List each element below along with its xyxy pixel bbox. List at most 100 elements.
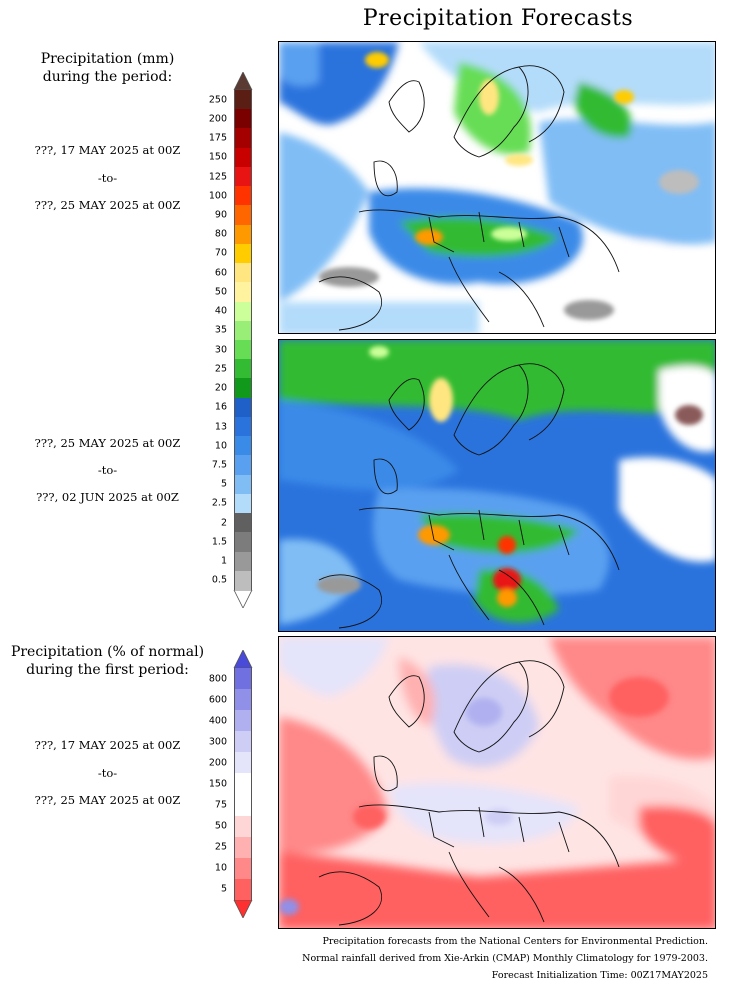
amount-scale-label: 80 <box>214 228 227 240</box>
amount-scale-label: 7.5 <box>211 459 227 471</box>
amount-scale-label: 0.5 <box>211 574 227 586</box>
amount-scale-label: 90 <box>214 209 227 221</box>
footer-line3: Forecast Initialization Time: 00Z17MAY20… <box>491 970 708 981</box>
amount-scale-bottom-arrow <box>233 590 253 608</box>
percent-scale-swatch <box>234 752 252 774</box>
amount-scale-top-arrow <box>233 72 253 90</box>
amount-scale-swatch <box>234 436 252 456</box>
amount-scale-swatch <box>234 378 252 399</box>
page-title: Precipitation Forecasts <box>362 6 634 31</box>
amount-scale-label: 50 <box>214 286 227 298</box>
amount-scale-swatch <box>234 340 252 360</box>
percent-color-scale: 800 600 400 300 200 150 75 50 25 10 5 <box>209 650 255 918</box>
amount-scale-swatch <box>234 243 252 264</box>
amount-scale-label: 1.5 <box>211 536 227 548</box>
percent-scale-label: 800 <box>208 673 227 685</box>
amount-scale-swatch <box>234 416 252 437</box>
percent-scale-swatch <box>234 773 252 796</box>
amount-scale-label: 25 <box>214 363 227 375</box>
amount-scale-swatch <box>234 551 252 572</box>
amount-scale-label: 200 <box>208 113 227 125</box>
amount-legend-heading: Precipitation (mm) during the period: <box>0 50 215 86</box>
amount-scale-label: 60 <box>214 267 227 279</box>
amount-scale-swatch <box>234 455 252 476</box>
amount-scale-label: 40 <box>214 305 227 317</box>
percent-scale-swatch <box>234 731 252 753</box>
period3-label: ???, 17 MAY 2025 at 00Z -to- ???, 25 MAY… <box>0 738 215 808</box>
percent-scale-swatch <box>234 794 252 817</box>
amount-scale-swatch <box>234 263 252 283</box>
map-precip-period2-image <box>279 340 715 631</box>
percent-scale-label: 300 <box>208 736 227 748</box>
amount-legend-heading-line2: during the period: <box>42 69 173 85</box>
amount-scale-label: 125 <box>208 171 227 183</box>
amount-scale-label: 13 <box>214 421 227 433</box>
map-precip-percent-normal <box>278 636 716 929</box>
percent-scale-swatch <box>234 836 252 859</box>
percent-scale-label: 25 <box>214 841 227 853</box>
map-precip-period2 <box>278 339 716 632</box>
amount-scale-label: 16 <box>214 401 227 413</box>
percent-scale-swatch <box>234 668 252 690</box>
percent-scale-swatch <box>234 815 252 838</box>
amount-scale-label: 2 <box>220 517 227 529</box>
footer-line1: Precipitation forecasts from the Nationa… <box>322 936 709 947</box>
percent-scale-top-arrow <box>233 650 253 668</box>
footer-credits: Precipitation forecasts from the Nationa… <box>302 933 708 984</box>
percent-legend-heading-line1: Precipitation (% of normal) <box>10 644 205 660</box>
amount-scale-swatch <box>234 147 252 168</box>
amount-scale-swatch <box>234 359 252 379</box>
percent-scale-swatch <box>234 878 252 901</box>
amount-scale-swatch <box>234 513 252 533</box>
amount-scale-swatch <box>234 474 252 495</box>
amount-scale-swatch <box>234 186 252 206</box>
percent-scale-label: 400 <box>208 715 227 727</box>
amount-scale-label: 10 <box>214 440 227 452</box>
percent-scale-label: 5 <box>220 883 227 895</box>
amount-scale-swatch <box>234 301 252 322</box>
percent-scale-label: 75 <box>214 799 227 811</box>
period3-end: ???, 25 MAY 2025 at 00Z <box>34 793 181 807</box>
period2-label: ???, 25 MAY 2025 at 00Z -to- ???, 02 JUN… <box>0 436 215 506</box>
amount-scale-label: 35 <box>214 324 227 336</box>
percent-scale-label: 150 <box>208 778 227 790</box>
percent-legend-heading-line2: during the first period: <box>26 662 189 678</box>
amount-scale-swatch <box>234 109 252 129</box>
amount-scale-label: 2.5 <box>211 497 227 509</box>
amount-scale-label: 20 <box>214 382 227 394</box>
amount-color-scale: 250 200 175 150 125 100 90 80 70 60 50 40 35 30 25 20 16… <box>209 72 255 608</box>
amount-scale-label: 175 <box>208 132 227 144</box>
amount-scale-swatch <box>234 166 252 187</box>
amount-scale-swatch <box>234 128 252 149</box>
period2-start: ???, 25 MAY 2025 at 00Z <box>34 436 181 450</box>
amount-scale-swatch <box>234 282 252 303</box>
period1-sep: -to- <box>97 171 118 185</box>
amount-scale-label: 5 <box>220 478 227 490</box>
amount-scale-label: 30 <box>214 344 227 356</box>
amount-scale-swatch <box>234 397 252 418</box>
percent-scale-swatch <box>234 689 252 711</box>
amount-scale-label: 150 <box>208 151 227 163</box>
period2-sep: -to- <box>97 463 118 477</box>
amount-scale-label: 250 <box>208 94 227 106</box>
amount-scale-swatch <box>234 224 252 245</box>
period3-start: ???, 17 MAY 2025 at 00Z <box>34 738 181 752</box>
amount-scale-swatch <box>234 320 252 341</box>
percent-scale-label: 10 <box>214 862 227 874</box>
amount-scale-label: 70 <box>214 247 227 259</box>
amount-scale-swatch <box>234 532 252 553</box>
percent-legend-heading: Precipitation (% of normal) during the f… <box>0 643 215 679</box>
amount-scale-swatch <box>234 570 252 591</box>
period1-start: ???, 17 MAY 2025 at 00Z <box>34 143 181 157</box>
percent-scale-bottom-arrow <box>233 900 253 918</box>
footer-line2: Normal rainfall derived from Xie-Arkin (… <box>302 953 708 964</box>
map-precip-percent-normal-image <box>279 637 715 928</box>
period1-label: ???, 17 MAY 2025 at 00Z -to- ???, 25 MAY… <box>0 143 215 213</box>
percent-scale-swatch <box>234 710 252 732</box>
percent-scale-label: 50 <box>214 820 227 832</box>
map-precip-period1 <box>278 41 716 334</box>
period2-end: ???, 02 JUN 2025 at 00Z <box>36 490 179 504</box>
amount-legend-heading-line1: Precipitation (mm) <box>40 51 175 67</box>
period1-end: ???, 25 MAY 2025 at 00Z <box>34 198 181 212</box>
amount-scale-swatch <box>234 493 252 514</box>
